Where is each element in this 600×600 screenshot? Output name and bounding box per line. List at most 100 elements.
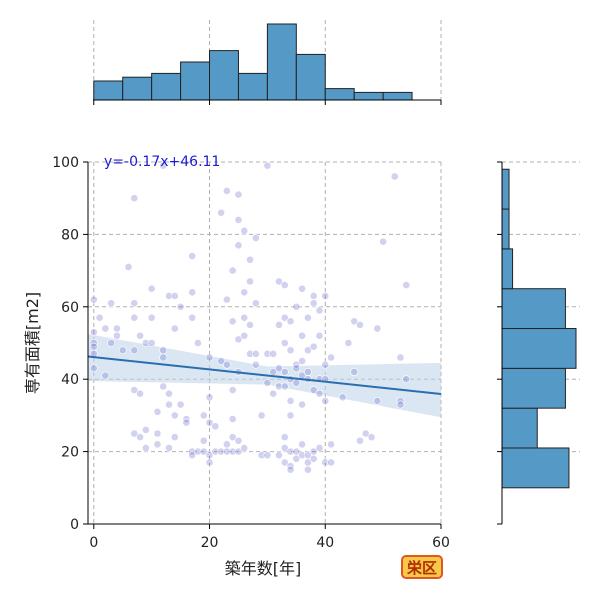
data-point: [147, 313, 156, 322]
y-tick-label: 80: [61, 227, 79, 243]
data-point: [176, 302, 185, 311]
data-point: [159, 346, 168, 355]
y-tick-label: 60: [61, 300, 79, 316]
data-point: [338, 393, 347, 402]
data-point: [205, 418, 214, 427]
data-point: [402, 281, 411, 289]
data-point: [113, 331, 121, 340]
data-point: [234, 335, 243, 344]
data-point: [286, 465, 295, 474]
data-point: [165, 400, 173, 409]
data-point: [280, 339, 289, 347]
data-point: [309, 299, 318, 308]
data-point: [228, 266, 237, 275]
data-point: [136, 433, 144, 442]
data-point: [199, 447, 208, 456]
data-point: [165, 389, 173, 398]
data-point: [165, 444, 173, 452]
marginal-x-histogram: [93, 20, 442, 105]
data-point: [107, 299, 116, 308]
data-point: [367, 433, 376, 442]
data-point: [304, 465, 312, 474]
data-point: [286, 411, 295, 420]
data-point: [240, 226, 249, 235]
data-point: [304, 346, 312, 355]
data-point: [95, 313, 104, 322]
data-point: [89, 342, 98, 351]
data-point: [286, 397, 295, 405]
data-point: [141, 444, 150, 452]
data-point: [275, 382, 283, 391]
data-point: [217, 447, 225, 456]
data-point: [211, 447, 220, 456]
data-point: [315, 389, 324, 398]
data-point: [136, 331, 144, 340]
data-point: [89, 364, 98, 373]
data-point: [188, 252, 197, 261]
data-point: [304, 368, 312, 376]
data-point: [217, 357, 225, 365]
data-point: [292, 302, 301, 311]
histogram-bar-x: [237, 72, 268, 101]
data-point: [222, 187, 231, 195]
data-point: [205, 458, 214, 467]
data-point: [182, 418, 191, 427]
data-point: [130, 299, 139, 308]
regression-group: [87, 355, 442, 396]
data-point: [321, 292, 330, 300]
data-point: [286, 346, 295, 355]
regression-line: [87, 355, 442, 396]
data-point: [205, 353, 214, 362]
data-point: [170, 324, 179, 333]
x-tick-label: 40: [316, 535, 334, 551]
data-point: [321, 360, 330, 369]
data-point: [280, 368, 289, 376]
x-tick-label: 0: [89, 535, 98, 551]
data-point: [298, 440, 307, 449]
y-tick-label: 20: [61, 445, 79, 461]
histogram-bar-x: [353, 91, 384, 101]
data-point: [361, 429, 370, 438]
data-point: [147, 284, 156, 293]
y-tick-label: 40: [61, 372, 79, 388]
data-point: [136, 389, 144, 398]
data-point: [327, 353, 335, 362]
data-point: [188, 313, 197, 322]
data-point: [257, 451, 266, 460]
data-point: [396, 400, 405, 409]
data-point: [280, 433, 289, 442]
data-point: [251, 360, 260, 369]
data-point: [118, 346, 127, 355]
data-point: [159, 353, 168, 362]
data-point: [217, 208, 225, 217]
histogram-bar-x: [266, 23, 297, 101]
data-point: [222, 447, 231, 456]
data-point: [275, 451, 283, 460]
histogram-bar-x: [295, 53, 326, 101]
data-point: [199, 411, 208, 420]
x-tick-label: 60: [432, 535, 450, 551]
data-point: [188, 451, 197, 460]
data-point: [246, 277, 254, 286]
data-point: [246, 255, 254, 264]
data-point: [251, 349, 260, 358]
data-point: [263, 451, 272, 460]
scatter-points: [89, 161, 411, 474]
histogram-bar-y: [501, 248, 514, 290]
data-point: [170, 292, 179, 300]
data-point: [234, 216, 243, 224]
main-grid: [88, 161, 442, 524]
histogram-bar-y: [501, 367, 566, 409]
data-point: [153, 440, 162, 449]
data-point: [292, 378, 301, 387]
data-point: [315, 331, 324, 340]
data-point: [228, 433, 237, 442]
histogram-bar-x: [93, 80, 124, 101]
data-point: [350, 368, 359, 376]
main-axes: 0 20 40 60 0 20 40 60 80 100: [52, 155, 450, 551]
data-point: [228, 415, 237, 423]
data-point: [89, 328, 98, 337]
data-point: [263, 161, 272, 170]
data-point: [228, 447, 237, 456]
data-point: [280, 444, 289, 452]
